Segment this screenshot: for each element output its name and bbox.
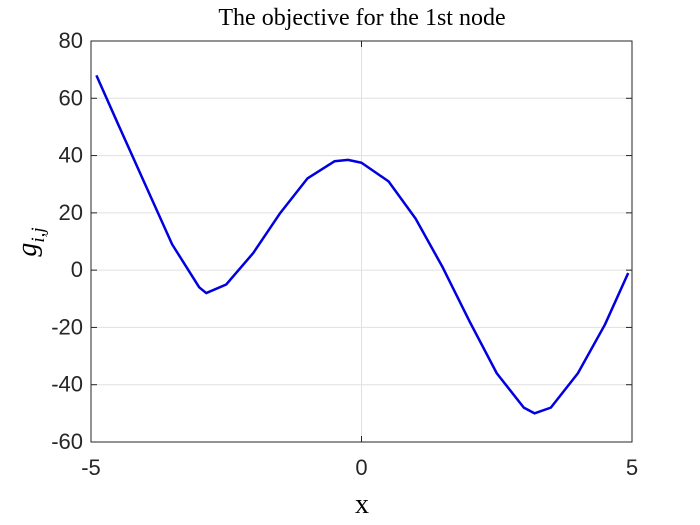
- y-tick-label: 40: [59, 143, 83, 168]
- line-series: [95, 74, 630, 415]
- chart-title: The objective for the 1st node: [218, 5, 505, 31]
- y-tick-label: -60: [51, 429, 83, 454]
- y-tick-label: 80: [59, 28, 83, 53]
- y-tick-label: 20: [59, 200, 83, 225]
- y-tick-label: -20: [51, 314, 83, 339]
- y-axis-label: gi,j: [12, 227, 49, 256]
- x-tick-label: 0: [355, 455, 367, 480]
- x-tick-label: -5: [81, 455, 101, 480]
- y-tick-label: 0: [71, 257, 83, 282]
- x-tick-label: 5: [626, 455, 638, 480]
- y-axis-label-base: g: [12, 243, 43, 257]
- y-axis-label-subscript: i,j: [28, 227, 49, 242]
- y-tick-label: -40: [51, 372, 83, 397]
- x-axis-label: x: [355, 489, 369, 520]
- y-tick-label: 60: [59, 85, 83, 110]
- plot-frame: [90, 40, 633, 443]
